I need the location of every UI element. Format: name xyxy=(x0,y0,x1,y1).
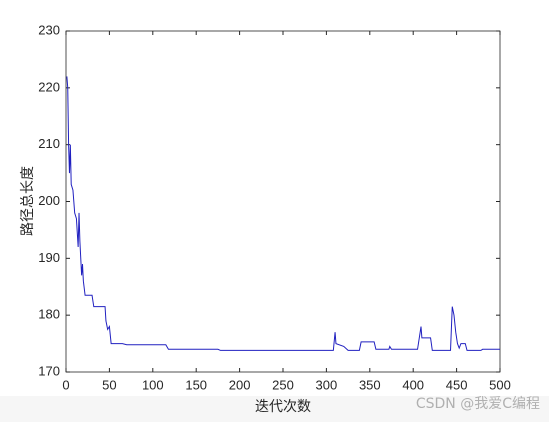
x-tick-label: 350 xyxy=(359,377,381,392)
x-axis-label: 迭代次数 xyxy=(255,399,311,415)
plot-area xyxy=(65,30,501,373)
line-series xyxy=(66,76,500,351)
footer-strip xyxy=(0,396,549,422)
x-tick-label: 400 xyxy=(402,377,424,392)
x-tick-label: 450 xyxy=(446,377,468,392)
y-tick-label: 220 xyxy=(38,79,60,94)
x-tick-label: 150 xyxy=(185,377,207,392)
y-tick-label: 230 xyxy=(38,22,60,37)
y-tick-label: 210 xyxy=(38,136,60,151)
y-tick-label: 190 xyxy=(38,250,60,265)
x-tick-label: 0 xyxy=(62,377,69,392)
y-axis-label: 路径总长度 xyxy=(20,166,36,236)
y-tick-label: 180 xyxy=(38,307,60,322)
x-tick-label: 300 xyxy=(316,377,338,392)
x-tick-label: 200 xyxy=(229,377,251,392)
x-tick-label: 50 xyxy=(102,377,116,392)
watermark: CSDN @我爱C编程 xyxy=(416,396,540,412)
x-tick-label: 250 xyxy=(272,377,294,392)
x-tick-label: 100 xyxy=(142,377,164,392)
y-tick-label: 170 xyxy=(38,363,60,378)
x-tick-label: 500 xyxy=(489,377,511,392)
y-tick-label: 200 xyxy=(38,193,60,208)
